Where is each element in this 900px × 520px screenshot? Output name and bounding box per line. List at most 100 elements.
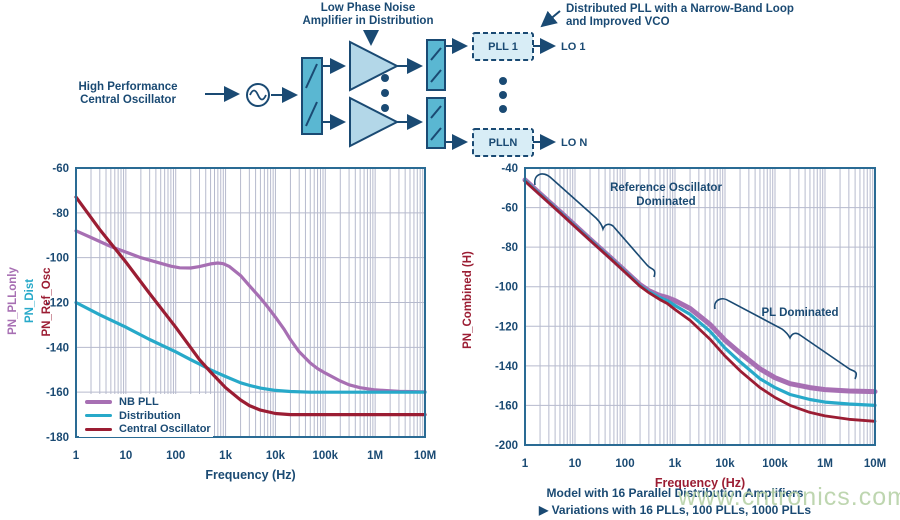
central-oscillator-label-line1: High Performance bbox=[78, 81, 178, 93]
curve-central-oscillator bbox=[74, 195, 427, 417]
ellipsis-dot bbox=[381, 89, 389, 97]
annotation-reference-oscillator-line2: Dominated bbox=[636, 196, 695, 208]
splitter-out-bottom-slash-1 bbox=[430, 105, 442, 119]
x-tick-label: 1M bbox=[817, 458, 833, 470]
ellipsis-dot bbox=[381, 74, 389, 82]
plln-label: PLLN bbox=[489, 137, 518, 149]
x-tick-label: 1 bbox=[73, 450, 80, 462]
annotation-reference-oscillator-line1: Reference Oscillator bbox=[610, 182, 722, 194]
ellipsis-dot bbox=[499, 77, 507, 85]
watermark-text: www.cntronics.com bbox=[678, 483, 900, 511]
pll1-box bbox=[472, 32, 534, 61]
legend-swatch-central-oscillator bbox=[85, 427, 112, 431]
block-diagram: PLL 1 PLLN LO 1 LO N bbox=[205, 10, 587, 157]
splitter-out-top-slash-1 bbox=[430, 47, 442, 61]
ellipsis-dot bbox=[499, 91, 507, 99]
caption-variations: ▶ Variations with 16 PLLs, 100 PLLs, 100… bbox=[539, 503, 811, 517]
distributed-pll-note: Distributed PLL with a Narrow-Band Loop … bbox=[566, 3, 816, 29]
annotation-pl-dominated: PL Dominated bbox=[761, 307, 838, 319]
arrow-pll-note-pointer bbox=[540, 10, 561, 28]
x-tick-label: 100 bbox=[615, 458, 634, 470]
x-tick-label: 10k bbox=[266, 450, 286, 462]
ellipsis-dot bbox=[381, 104, 389, 112]
x-tick-label: 10M bbox=[864, 458, 886, 470]
y-tick-label: -120 bbox=[495, 321, 518, 333]
distribution-amplifier-label-line1: Low Phase Noise bbox=[320, 2, 416, 14]
y-tick-label: -80 bbox=[52, 208, 69, 220]
x-tick-label: 100k bbox=[762, 458, 788, 470]
plot-frame bbox=[75, 167, 426, 438]
legend-label-distribution: Distribution bbox=[119, 409, 181, 422]
splitter-out-top-slash-2 bbox=[430, 69, 442, 83]
x-tick-label: 10 bbox=[569, 458, 582, 470]
left-ylabel-pn-pllonly: PN_PLLonly bbox=[7, 267, 19, 335]
annotations: Reference Oscillator Dominated PL Dominate… bbox=[533, 173, 858, 380]
y-tick-label: -140 bbox=[46, 342, 69, 354]
legend-swatch-nb-pll bbox=[85, 400, 112, 404]
x-tick-label: 100k bbox=[312, 450, 338, 462]
plot-frame bbox=[524, 167, 876, 446]
y-tick-label: -160 bbox=[46, 387, 69, 399]
brace-reference-oscillator bbox=[533, 173, 656, 278]
legend-label-nb-pll: NB PLL bbox=[119, 395, 159, 408]
left-chart-legend: NB PLL Distribution Central Oscillator bbox=[79, 394, 213, 437]
curve-nb-pll bbox=[74, 229, 427, 394]
y-tick-label: -180 bbox=[46, 432, 69, 444]
y-tick-label: -60 bbox=[52, 163, 69, 175]
distribution-amplifier-label-line2: Amplifier in Distribution bbox=[302, 15, 434, 28]
x-tick-label: 10M bbox=[414, 450, 436, 462]
sine-wave-icon bbox=[249, 89, 267, 101]
plln-box bbox=[472, 128, 534, 157]
central-oscillator-label: High Performance Central Oscillator bbox=[52, 81, 204, 107]
legend-label-central-oscillator: Central Oscillator bbox=[119, 423, 211, 436]
x-tick-label: 1k bbox=[669, 458, 682, 470]
amplifier-bottom bbox=[349, 96, 400, 148]
y-tick-label: -200 bbox=[495, 440, 518, 452]
distributed-pll-note-line2: and Improved VCO bbox=[566, 16, 670, 29]
legend-row: NB PLL bbox=[85, 396, 213, 408]
y-tick-label: -100 bbox=[46, 253, 69, 265]
curve-combined-variation-red bbox=[523, 179, 877, 423]
splitter-block-out-bottom bbox=[426, 97, 446, 149]
curves bbox=[74, 195, 427, 417]
x-tick-label: 10 bbox=[119, 450, 132, 462]
pll1-label: PLL 1 bbox=[488, 41, 518, 53]
x-tick-label: 1M bbox=[367, 450, 383, 462]
ellipsis-dot bbox=[499, 105, 507, 113]
left-ylabel-pn-dist: PN_Dist bbox=[24, 278, 36, 324]
legend-swatch-distribution bbox=[85, 413, 112, 418]
y-tick-label: -160 bbox=[495, 400, 518, 412]
splitter-out-bottom-slash-2 bbox=[430, 127, 442, 141]
curves bbox=[522, 177, 878, 423]
y-tick-label: -140 bbox=[495, 361, 518, 373]
lon-label: LO N bbox=[561, 137, 587, 149]
legend-row: Central Oscillator bbox=[85, 423, 213, 435]
left-chart: 1 10 100 1k 10k 100k 1M 10M -60 -80 -100 -120 -140 -1… bbox=[46, 163, 436, 482]
distribution-amplifier-label: Low Phase Noise Amplifier in Distributio… bbox=[293, 2, 443, 28]
x-tick-label: 1 bbox=[522, 458, 529, 470]
splitter-slash-1 bbox=[305, 63, 318, 89]
curve-distribution bbox=[74, 300, 427, 394]
left-ylabel-pn-ref-osc: PN_Ref_Osc bbox=[41, 267, 53, 337]
x-tick-label: 1k bbox=[219, 450, 232, 462]
amplifier-top bbox=[349, 40, 400, 92]
x-axis-label: Frequency (Hz) bbox=[655, 476, 745, 490]
x-tick-label: 100 bbox=[166, 450, 185, 462]
y-tick-label: -60 bbox=[501, 203, 518, 215]
y-tick-label: -40 bbox=[501, 163, 518, 175]
brace-pl-dominated bbox=[713, 298, 858, 380]
tick-labels: 1 10 100 1k 10k 100k 1M 10M -40 -60 -80 -100 -120 -14… bbox=[495, 163, 886, 470]
splitter-block-main bbox=[301, 57, 323, 135]
x-axis-label: Frequency (Hz) bbox=[205, 468, 295, 482]
splitter-slash-2 bbox=[305, 101, 318, 127]
right-ylabel-pn-combined: PN_Combined (H) bbox=[462, 251, 474, 349]
lo1-label: LO 1 bbox=[561, 41, 585, 53]
y-tick-label: -100 bbox=[495, 282, 518, 294]
right-chart: 1 10 100 1k 10k 100k 1M 10M -40 -60 -80 -100 -120 -14… bbox=[495, 163, 886, 490]
caption-model: Model with 16 Parallel Distribution Ampl… bbox=[546, 486, 804, 500]
y-tick-label: -120 bbox=[46, 298, 69, 310]
distributed-pll-note-line1: Distributed PLL with a Narrow-Band Loop bbox=[566, 3, 794, 15]
splitter-block-out-top bbox=[426, 39, 446, 91]
legend-row: Distribution bbox=[85, 410, 213, 422]
